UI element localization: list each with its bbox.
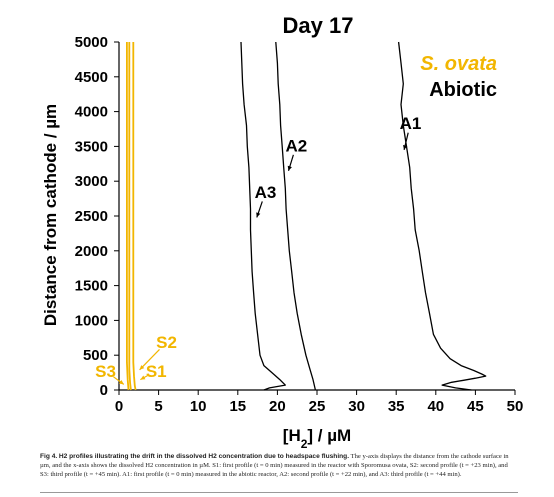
annotation-arrowhead-a2 [287,165,292,171]
caption-heading: H2 profiles illustrating the drift in th… [58,453,350,460]
y-tick-label: 2500 [75,208,108,225]
series-group [126,41,487,391]
y-tick-label: 3000 [75,173,108,190]
annotation-label-s1: S1 [146,362,167,381]
y-tick-label: 0 [100,382,108,399]
y-tick-label: 500 [83,347,108,364]
y-tick-label: 4000 [75,104,108,121]
x-tick-label: 10 [190,398,207,415]
x-tick-label: 15 [229,398,246,415]
x-tick-label: 20 [269,398,286,415]
x-axis: 0 5 10 15 20 25 30 35 40 45 50 [115,389,524,415]
x-tick-label: 0 [115,398,123,415]
chart-title: Day 17 [283,13,354,38]
annotation-arrowhead-s3 [118,380,124,385]
caption-body: The y-axis displays the distance from th… [40,453,509,478]
x-axis-title: [H2] / µM [283,426,351,448]
annotation-label-a2: A2 [286,136,308,155]
annotation-arrowhead-s2 [139,365,145,370]
y-axis: 0 500 1000 1500 2000 2500 3000 3500 4000 4500 5000 [75,34,120,399]
figure-caption: Fig 4. H2 profiles illustrating the drif… [40,452,518,479]
x-tick-label: 5 [154,398,162,415]
y-tick-label: 3500 [75,138,108,155]
x-tick-label: 35 [388,398,405,415]
annotations-group: A1 A2 A3 S1 S2 S3 [95,114,422,385]
annotation-label-a3: A3 [255,183,277,202]
x-tick-label: 50 [507,398,524,415]
series-line-s2 [128,42,132,391]
annotation-arrow-s2 [139,348,160,371]
caption-label: Fig 4. [40,453,58,460]
y-tick-label: 1000 [75,312,108,329]
series-line-a3 [240,41,286,391]
series-line-s1 [132,42,137,391]
legend-entry: Abiotic [429,79,497,101]
y-axis-title: Distance from cathode / µm [41,104,60,326]
series-line-a2 [275,41,317,391]
chart: Day 17 0 5 10 15 20 25 30 35 40 45 50 0 500 1000 1500… [41,13,524,448]
y-tick-label: 2000 [75,243,108,260]
annotation-arrowhead-a1 [403,145,408,150]
annotation-arrowhead-s1 [140,375,146,380]
x-tick-label: 45 [467,398,484,415]
x-tick-label: 25 [309,398,326,415]
y-tick-label: 4500 [75,69,108,86]
y-tick-label: 5000 [75,34,108,51]
series-line-a1 [397,41,487,391]
legend: S. ovata Abiotic [420,53,497,101]
series-line-s3 [126,42,130,391]
legend-entry: S. ovata [420,53,497,75]
caption-divider [40,492,518,493]
x-tick-label: 40 [427,398,444,415]
annotation-arrowhead-a3 [256,212,261,218]
y-tick-label: 1500 [75,278,108,295]
annotation-label-a1: A1 [400,114,422,133]
annotation-label-s2: S2 [156,333,177,352]
x-tick-label: 30 [348,398,365,415]
annotation-label-s3: S3 [95,362,116,381]
